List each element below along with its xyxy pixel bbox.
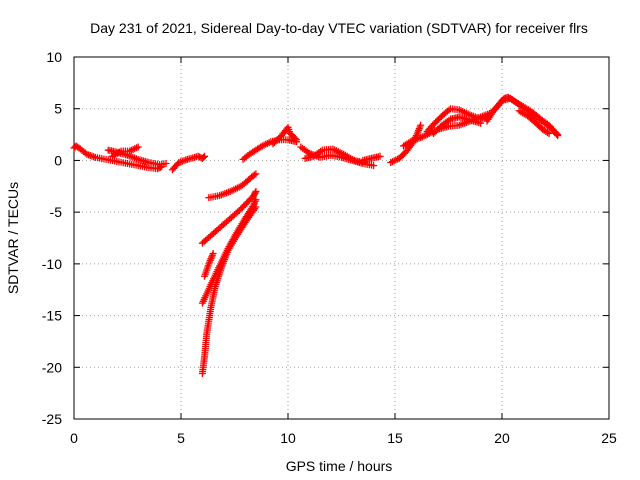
- data-point: [376, 152, 384, 160]
- grid-lines: [74, 57, 609, 419]
- y-tick-label: -10: [42, 256, 62, 272]
- data-point: [293, 136, 301, 144]
- y-tick-label: -15: [42, 308, 62, 324]
- data-point: [252, 203, 260, 211]
- data-point: [162, 160, 170, 168]
- series-arc-14: [359, 152, 384, 164]
- series-arc-4: [168, 152, 209, 174]
- x-tick-label: 25: [601, 430, 617, 446]
- x-axis: 0 5 10 15 20 25: [70, 57, 617, 446]
- data-point: [134, 143, 142, 151]
- data-point: [251, 189, 259, 197]
- data-point: [445, 106, 453, 114]
- data-point: [370, 162, 378, 170]
- data-point: [417, 121, 425, 129]
- data-series: [70, 93, 562, 377]
- y-tick-label: -25: [42, 411, 62, 427]
- data-point: [252, 187, 260, 195]
- data-point: [554, 132, 562, 140]
- plot-frame: [73, 56, 610, 420]
- x-tick-label: 5: [177, 430, 185, 446]
- x-tick-label: 0: [70, 430, 78, 446]
- series-arc-11: [269, 123, 301, 148]
- series-arc-9: [198, 203, 260, 377]
- series-arc-10: [201, 250, 217, 280]
- x-tick-label: 20: [494, 430, 510, 446]
- data-point: [201, 152, 209, 160]
- data-point: [291, 135, 299, 143]
- data-point: [543, 129, 551, 137]
- data-point: [545, 130, 553, 138]
- y-tick-label: -5: [50, 204, 63, 220]
- data-point: [209, 250, 217, 258]
- series-arc-20: [492, 94, 562, 140]
- series-arc-13: [301, 145, 367, 166]
- y-axis-label: SDTVAR / TECUs: [5, 182, 21, 294]
- data-point: [553, 130, 561, 138]
- data-point: [252, 196, 260, 204]
- series-arc-2: [104, 146, 170, 169]
- series-arc-6: [205, 170, 260, 202]
- chart-title: Day 231 of 2021, Sidereal Day-to-day VTE…: [90, 20, 588, 36]
- y-tick-label: 10: [46, 49, 62, 65]
- y-axis: -25 -20 -15 -10 -5 0 5 10: [42, 49, 609, 427]
- data-point: [252, 170, 260, 178]
- y-tick-label: 0: [54, 152, 62, 168]
- series-arc-17: [423, 105, 493, 135]
- x-tick-label: 15: [387, 430, 403, 446]
- x-tick-label: 10: [280, 430, 296, 446]
- y-tick-label: 5: [54, 101, 62, 117]
- data-point: [250, 171, 258, 179]
- series-arc-3: [109, 143, 142, 160]
- series-arc-18: [430, 113, 485, 138]
- data-point: [477, 119, 485, 127]
- series-arc-21: [515, 107, 553, 138]
- series-arc-7: [198, 187, 260, 247]
- data-point: [199, 153, 207, 161]
- x-axis-label: GPS time / hours: [286, 458, 393, 474]
- y-tick-label: -20: [42, 359, 62, 375]
